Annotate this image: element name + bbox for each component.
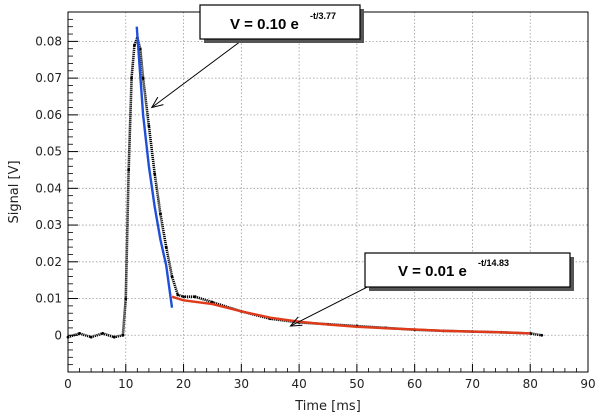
x-tick-label: 80 — [523, 377, 538, 391]
callout-equation: V = 0.10 e — [230, 16, 299, 33]
y-tick-label: 0.04 — [35, 181, 62, 195]
x-tick-label: 0 — [64, 377, 72, 391]
data-point — [164, 245, 168, 249]
arrowhead — [289, 316, 303, 327]
y-axis-title: Signal [V] — [7, 160, 22, 223]
y-tick-label: 0.01 — [35, 292, 62, 306]
x-tick-label: 10 — [118, 377, 133, 391]
data-point — [130, 76, 133, 80]
y-tick-label: 0.03 — [35, 218, 62, 232]
fit-equation-callout-slow: V = 0.01 e -t/14.83 — [289, 252, 574, 327]
callout-equation: V = 0.01 e — [398, 263, 467, 280]
x-tick-label: 60 — [407, 377, 422, 391]
data-point — [124, 297, 128, 300]
x-tick-label: 90 — [580, 377, 595, 391]
callout-exponent: -t/3.77 — [310, 11, 336, 21]
data-point — [182, 295, 185, 299]
data-point — [193, 295, 197, 299]
callout-box — [364, 252, 571, 288]
data-point — [121, 333, 125, 337]
arrowhead — [150, 96, 164, 109]
callout-exponent: -t/14.83 — [478, 258, 509, 268]
y-tick-label: 0.07 — [35, 71, 62, 85]
fit-line — [135, 26, 174, 308]
data-point — [78, 332, 81, 335]
callout-box — [199, 4, 361, 40]
y-tick-label: 0.02 — [35, 255, 62, 269]
fit-equation-callout-fast: V = 0.10 e -t/3.77 — [150, 4, 364, 109]
series-2 — [171, 295, 531, 335]
axis-ticks — [67, 18, 589, 372]
series-1 — [135, 26, 174, 308]
y-tick-labels: 0 0.01 0.02 0.03 0.04 0.05 0.06 0.07 0.08 — [35, 34, 62, 342]
data-point — [147, 124, 151, 128]
x-tick-label: 20 — [176, 377, 191, 391]
x-tick-label: 40 — [291, 377, 306, 391]
data-point — [159, 212, 162, 216]
x-tick-label: 70 — [465, 377, 480, 391]
x-tick-label: 50 — [349, 377, 364, 391]
data-point — [141, 76, 145, 80]
grid — [67, 12, 589, 372]
data-point — [112, 335, 116, 339]
data-point — [101, 332, 105, 335]
data-point — [176, 293, 180, 297]
data-point — [127, 168, 131, 172]
data-point — [170, 275, 174, 278]
data-point — [153, 172, 157, 176]
data-point — [66, 335, 70, 339]
x-tick-label: 30 — [234, 377, 249, 391]
series-0 — [66, 36, 544, 339]
data-point — [540, 333, 544, 337]
data-line — [67, 36, 542, 339]
y-tick-label: 0.08 — [35, 34, 62, 48]
data-series — [66, 26, 544, 339]
callout-arrow — [151, 37, 246, 108]
fit-line — [171, 295, 531, 335]
x-tick-labels: 0 10 20 30 40 50 60 70 80 90 — [64, 377, 595, 391]
y-tick-label: 0.05 — [35, 145, 62, 159]
y-tick-label: 0 — [54, 328, 62, 342]
y-tick-label: 0.06 — [35, 108, 62, 122]
data-point — [89, 335, 93, 339]
plot-frame — [67, 11, 589, 373]
data-point — [133, 43, 136, 47]
x-axis-title: Time [ms] — [294, 399, 361, 414]
